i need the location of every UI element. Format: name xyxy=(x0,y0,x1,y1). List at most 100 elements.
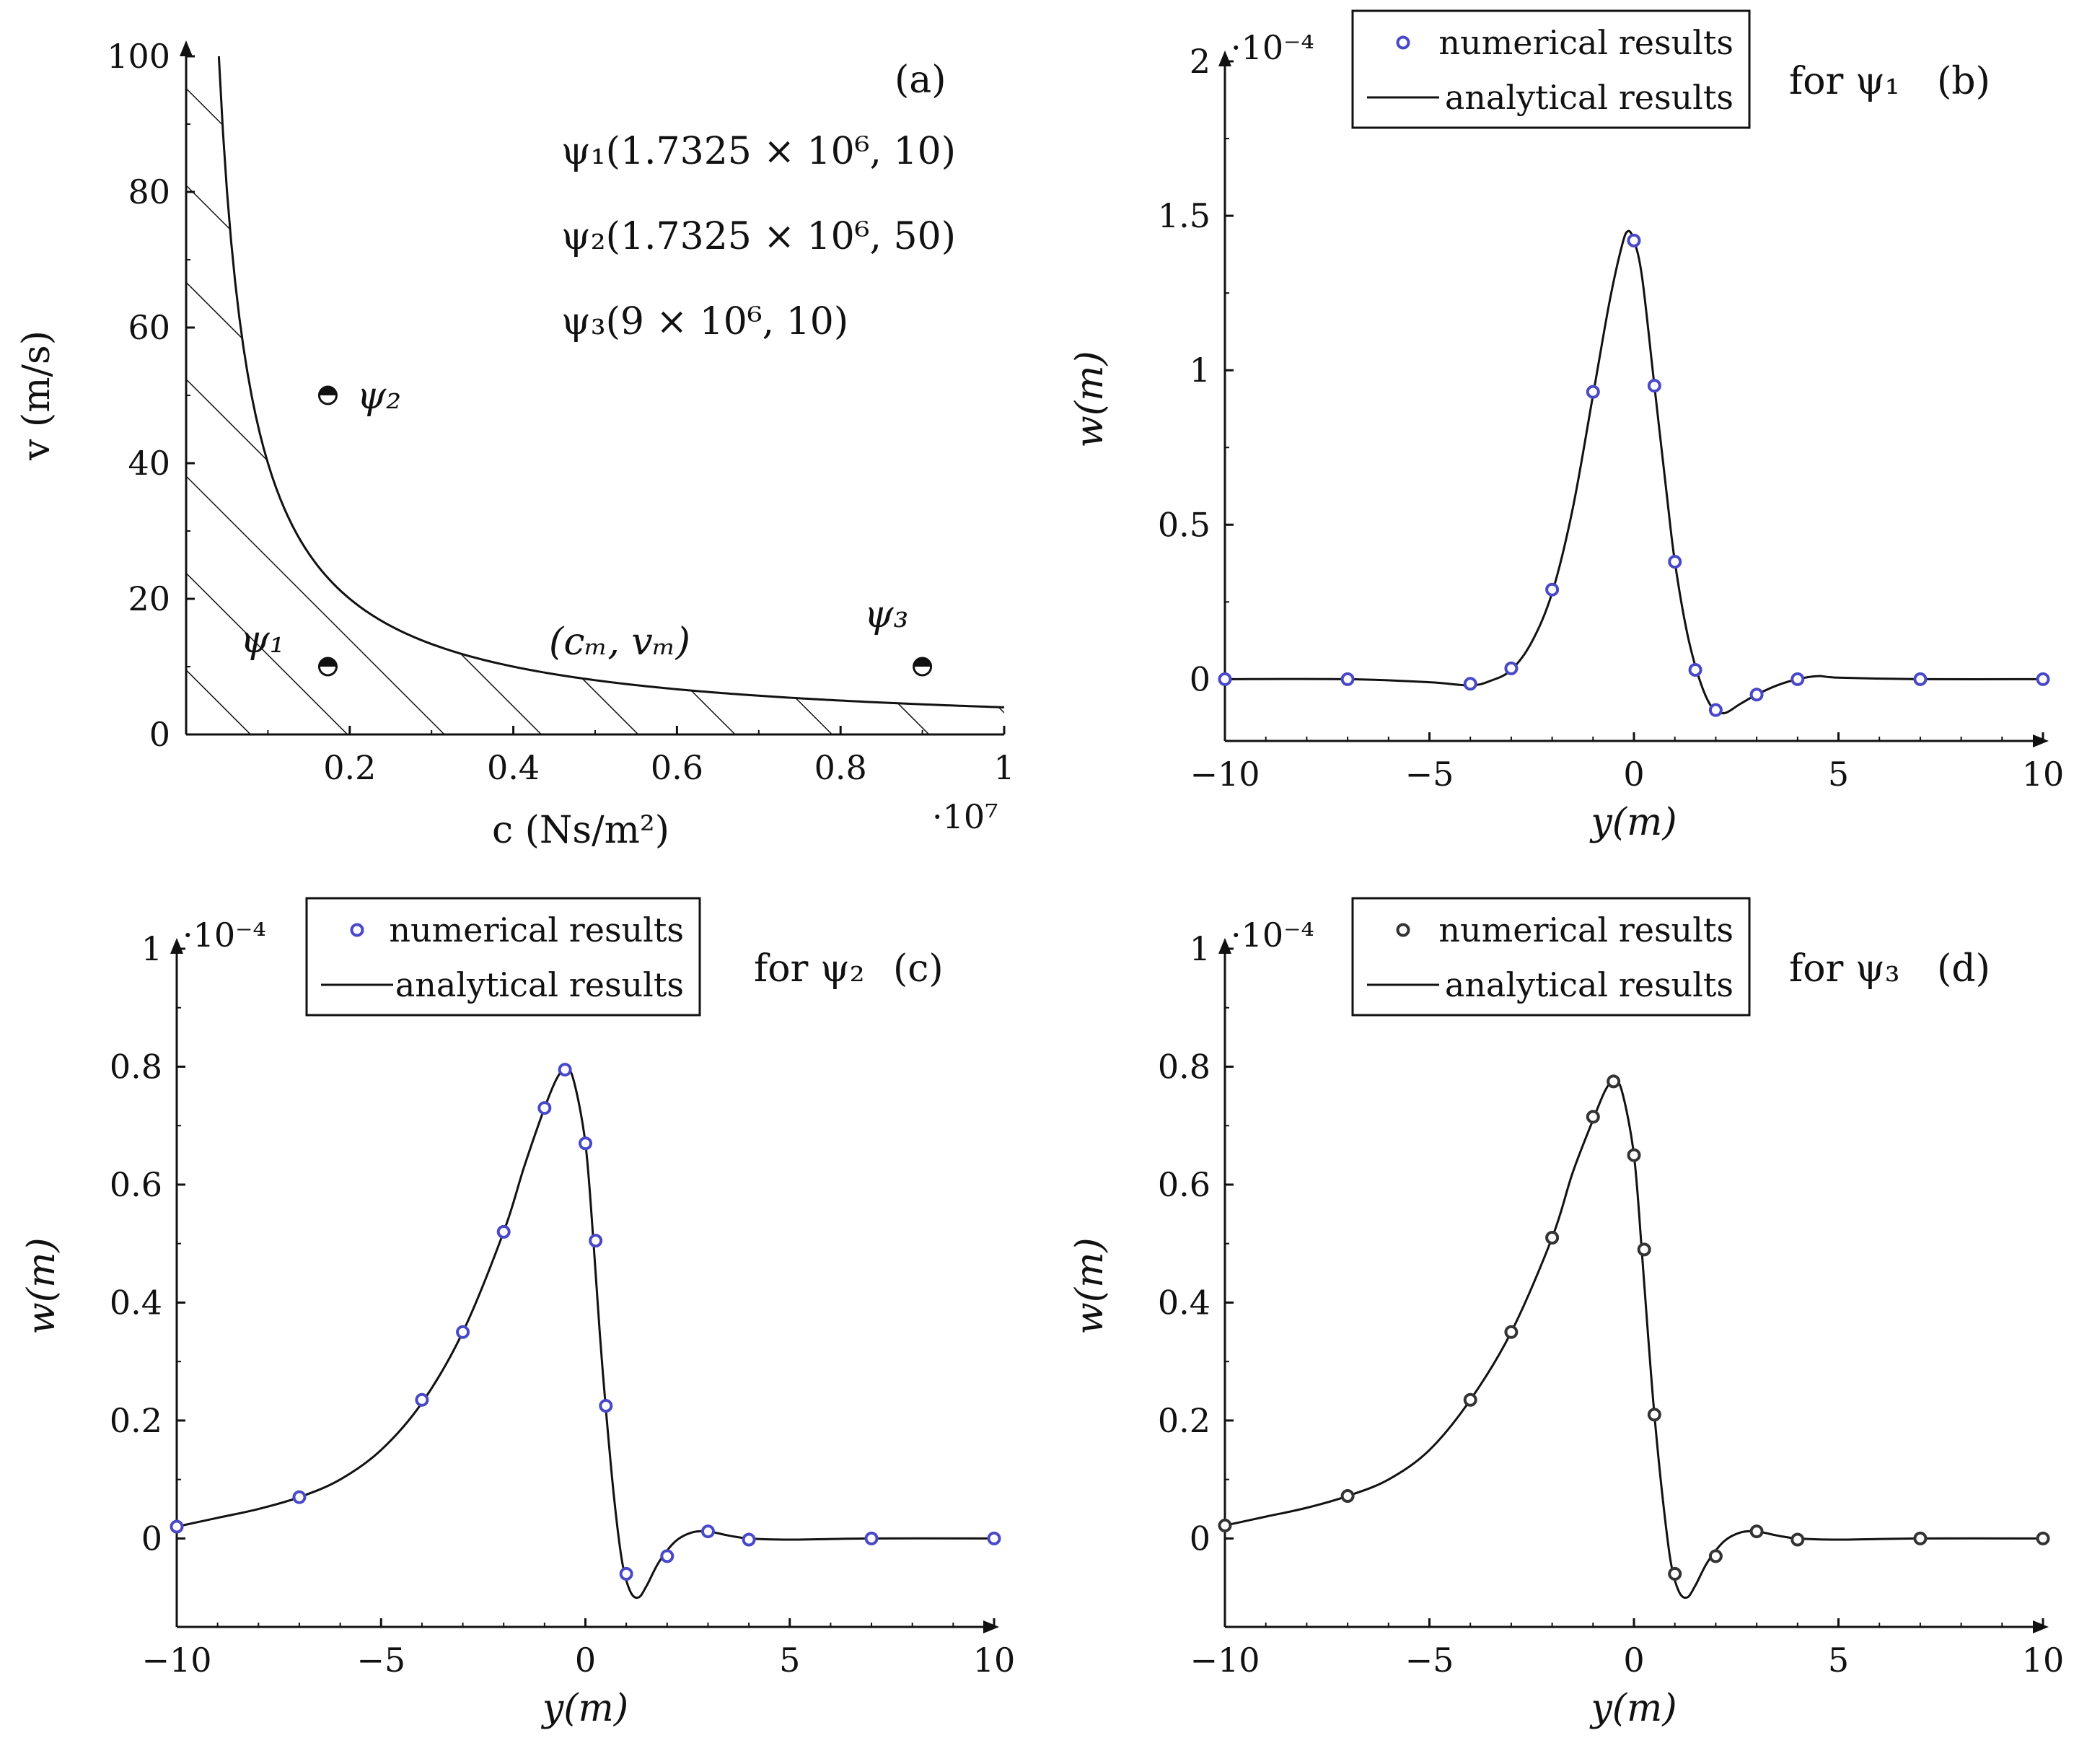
y-tick-label: 80 xyxy=(128,172,170,211)
x-tick-label: 0 xyxy=(575,1641,596,1680)
x-tick-label: 0.4 xyxy=(487,748,540,787)
y-multiplier: ·10⁻⁴ xyxy=(1231,916,1314,955)
legend-box xyxy=(305,897,701,1017)
numerical-point xyxy=(1708,703,1723,717)
legend-label-numerical: numerical results xyxy=(1438,23,1734,62)
numerical-point xyxy=(864,1531,879,1545)
hatched-region xyxy=(186,56,1004,734)
numerical-point xyxy=(1586,385,1600,399)
y-multiplier: ·10⁻⁴ xyxy=(1231,28,1314,67)
legend-marker-numerical xyxy=(1396,923,1410,937)
numerical-point xyxy=(599,1398,613,1413)
point-1-fill xyxy=(319,658,337,667)
x-axis-label: c (Ns/m²) xyxy=(492,809,669,852)
y-tick-label: 1 xyxy=(1190,351,1210,390)
numerical-point xyxy=(1504,661,1519,675)
point-2-fill xyxy=(319,387,337,395)
x-tick-label: 5 xyxy=(779,1641,800,1680)
x-axis-label: y(m) xyxy=(1589,1687,1677,1730)
y-axis-label: w(m) xyxy=(20,1237,63,1334)
y-tick-label: 0.2 xyxy=(110,1401,162,1440)
x-tick-label: −5 xyxy=(356,1641,405,1680)
numerical-point xyxy=(2036,1531,2050,1545)
y-tick-label: 20 xyxy=(128,579,170,618)
panel-a: 0.2 0.4 0.6 0.8 1 0 20 40 60 80 100 ·10⁷ c (Ns/m²) v … xyxy=(15,37,1015,852)
x-tick-label: 0.2 xyxy=(323,748,376,787)
legend-marker-numerical xyxy=(1396,35,1410,50)
numerical-point xyxy=(1545,1231,1560,1245)
y-axis-label: v (m/s) xyxy=(15,330,58,461)
numerical-point xyxy=(1647,379,1661,393)
legend-label-analytical: analytical results xyxy=(1445,78,1734,117)
y-axis-arrow xyxy=(1218,51,1231,66)
panel-caption: for ψ₁ xyxy=(1789,60,1900,103)
point-1-label: ψ₁ xyxy=(240,618,285,662)
x-tick-label: 10 xyxy=(2022,1641,2065,1680)
numerical-point xyxy=(1607,1074,1621,1089)
x-tick-label: 0 xyxy=(1623,1641,1644,1680)
legend-label-analytical: analytical results xyxy=(1445,965,1734,1004)
x-tick-label: 0 xyxy=(1623,755,1644,794)
legend-label-numerical: numerical results xyxy=(389,910,684,949)
numerical-point xyxy=(1340,672,1355,686)
numerical-point xyxy=(1790,672,1805,686)
numerical-point xyxy=(1668,555,1682,569)
y-tick-label: 100 xyxy=(107,37,170,76)
y-tick-label: 1 xyxy=(141,929,162,968)
y-tick-label: 0 xyxy=(149,715,170,754)
point-3-coordinates: ψ₃(9 × 10⁶, 10) xyxy=(561,300,848,343)
legend-label-analytical: analytical results xyxy=(395,965,684,1004)
numerical-point xyxy=(2036,672,2050,686)
x-axis-arrow xyxy=(2033,1620,2049,1633)
boundary-curve xyxy=(217,56,1005,708)
point-1-coordinates: ψ₁(1.7325 × 10⁶, 10) xyxy=(561,130,956,173)
x-tick-label: −5 xyxy=(1405,755,1454,794)
x-tick-label: −5 xyxy=(1405,1641,1454,1680)
numerical-point xyxy=(1463,1392,1477,1407)
y-tick-label: 0.6 xyxy=(110,1165,162,1204)
panel-label: (a) xyxy=(895,58,946,102)
numerical-point xyxy=(1913,672,1928,686)
legend-marker-numerical xyxy=(350,923,364,937)
x-axis-label: y(m) xyxy=(541,1687,628,1730)
legend-box xyxy=(1351,897,1751,1017)
y-tick-label: 0.8 xyxy=(110,1047,162,1086)
x-tick-label: 0.6 xyxy=(651,748,703,787)
numerical-point xyxy=(1749,688,1764,702)
point-2-label: ψ₂ xyxy=(356,374,401,418)
point-3-fill xyxy=(913,658,931,667)
y-tick-label: 1.5 xyxy=(1158,196,1210,235)
numerical-point xyxy=(589,1234,603,1248)
y-tick-label: 0 xyxy=(1190,1519,1210,1558)
numerical-point xyxy=(415,1392,429,1407)
y-tick-label: 0.4 xyxy=(1158,1283,1210,1322)
x-tick-label: −10 xyxy=(1190,755,1260,794)
series-analytical-line xyxy=(1224,229,2044,715)
numerical-point xyxy=(1647,1408,1661,1422)
numerical-point xyxy=(1586,1110,1600,1124)
y-axis-arrow xyxy=(180,40,193,56)
numerical-point xyxy=(1545,582,1560,597)
panel-c: −10 −5 0 5 10 0 0.2 0.4 0.6 0.8 1 ·10⁻⁴ y(m) w(m) nume… xyxy=(20,897,1016,1730)
legend-box xyxy=(1351,9,1751,129)
x-multiplier: ·10⁷ xyxy=(932,797,998,836)
x-tick-label: 1 xyxy=(993,748,1014,787)
numerical-point xyxy=(496,1224,511,1239)
panel-label: (d) xyxy=(1937,947,1990,991)
numerical-point xyxy=(1749,1524,1764,1539)
numerical-point xyxy=(660,1549,675,1563)
x-tick-label: −10 xyxy=(1190,1641,1260,1680)
numerical-point xyxy=(1668,1566,1682,1581)
x-tick-label: 5 xyxy=(1828,755,1849,794)
numerical-point xyxy=(619,1566,633,1581)
numerical-point xyxy=(1627,233,1641,247)
panel-caption: for ψ₃ xyxy=(1789,947,1900,991)
numerical-point xyxy=(1627,1148,1641,1162)
panel-d: −10 −5 0 5 10 0 0.2 0.4 0.6 0.8 1 ·10⁻⁴ y(m) w(m) nume… xyxy=(1068,897,2065,1730)
numerical-point xyxy=(456,1325,470,1339)
x-tick-label: 10 xyxy=(973,1641,1016,1680)
numerical-point xyxy=(1340,1489,1355,1504)
y-tick-label: 0 xyxy=(141,1519,162,1558)
panel-label: (b) xyxy=(1937,60,1990,103)
